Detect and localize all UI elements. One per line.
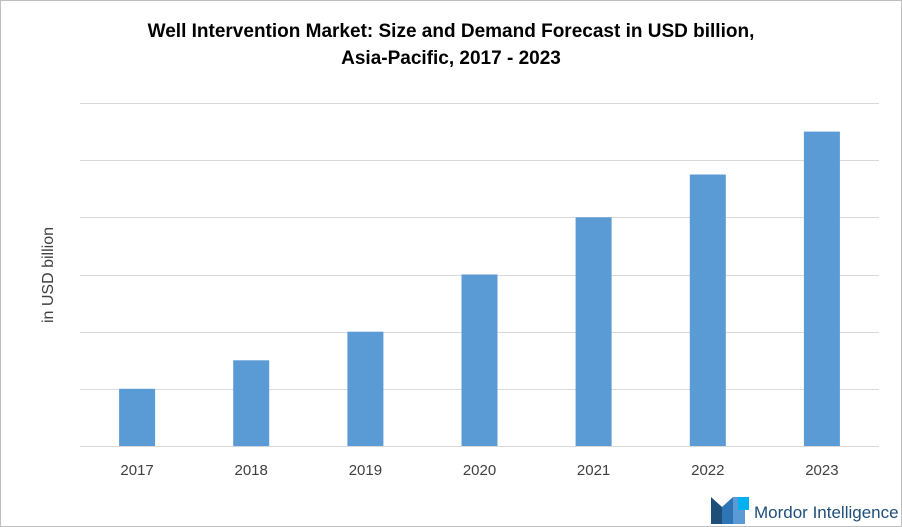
x-tick-label-2022: 2022 (691, 462, 724, 479)
bar-2018 (233, 360, 270, 447)
x-tick-label-2017: 2017 (120, 462, 153, 479)
chart-title: Well Intervention Market: Size and Deman… (0, 18, 902, 72)
x-tick-label-2019: 2019 (349, 462, 382, 479)
x-tick-label-2020: 2020 (463, 462, 496, 479)
bar-2021 (575, 217, 612, 446)
bar-2023 (803, 131, 840, 446)
brand-logo: Mordor Intelligence (711, 497, 899, 524)
bar-2022 (689, 174, 726, 446)
x-tick-label-2023: 2023 (805, 462, 838, 479)
bars (119, 131, 840, 447)
brand-name: Mordor Intelligence (754, 503, 899, 522)
y-axis-label: in USD billion (40, 227, 57, 323)
x-tick-label-2021: 2021 (577, 462, 610, 479)
bar-2017 (119, 388, 156, 446)
mordor-logo-icon (711, 497, 749, 524)
bar-2020 (461, 274, 498, 446)
chart-title-line-2: Asia-Pacific, 2017 - 2023 (341, 48, 561, 69)
chart-title-line-1: Well Intervention Market: Size and Deman… (147, 21, 755, 42)
x-tick-label-2018: 2018 (235, 462, 268, 479)
x-tick-labels: 2017 2018 2019 2020 2021 2022 2023 (120, 462, 838, 479)
bar-2019 (347, 331, 384, 446)
